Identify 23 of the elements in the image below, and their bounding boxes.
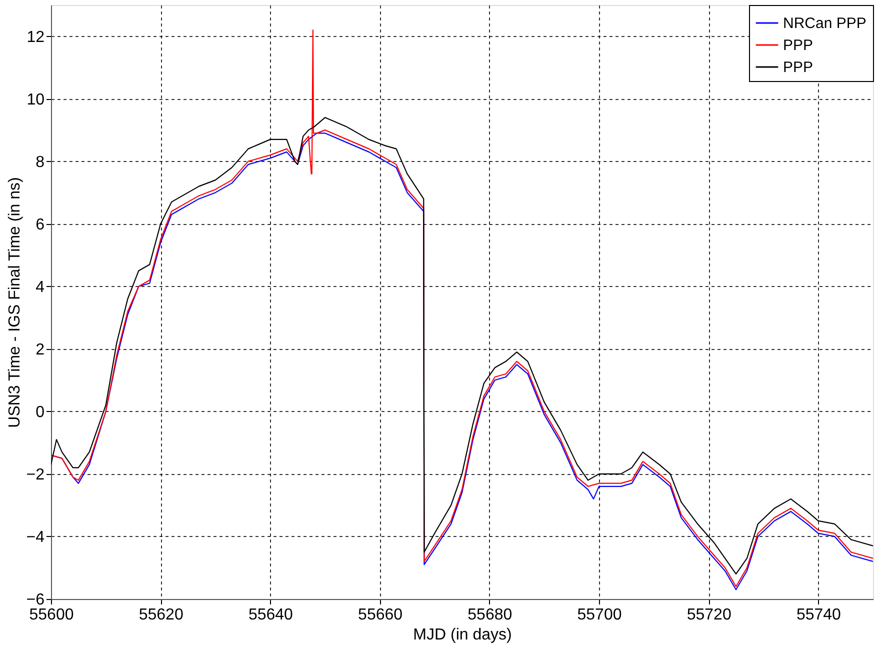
y-tick-label: −6 [26, 592, 45, 608]
y-tick-label: 2 [36, 341, 45, 358]
legend-label: PPP [783, 59, 814, 76]
x-tick-label: 55680 [468, 606, 512, 624]
y-tick-label: −4 [26, 528, 45, 546]
x-tick-label: 55600 [29, 606, 74, 624]
x-axis-title: MJD (in days) [413, 626, 512, 644]
x-tick-label: 55660 [358, 606, 403, 624]
y-tick-label: −2 [26, 466, 45, 484]
x-tick-label: 55640 [248, 606, 294, 624]
x-tick-label: 55620 [138, 606, 184, 624]
y-tick-label: 0 [36, 404, 45, 421]
x-tick-label: 55720 [686, 606, 732, 624]
y-tick-label: 8 [36, 154, 45, 171]
legend-label: NRCan PPP [783, 15, 866, 32]
y-axis-title: USN3 Time - IGS Final Time (in ns) [6, 177, 24, 428]
y-tick-label: 6 [36, 216, 45, 234]
x-tick-label: 55700 [577, 606, 622, 624]
y-tick-label: 10 [26, 91, 45, 108]
y-tick-label: 12 [26, 28, 45, 46]
y-tick-label: 4 [36, 278, 45, 296]
legend-label: PPP [783, 37, 814, 54]
x-tick-label: 55740 [796, 606, 842, 624]
